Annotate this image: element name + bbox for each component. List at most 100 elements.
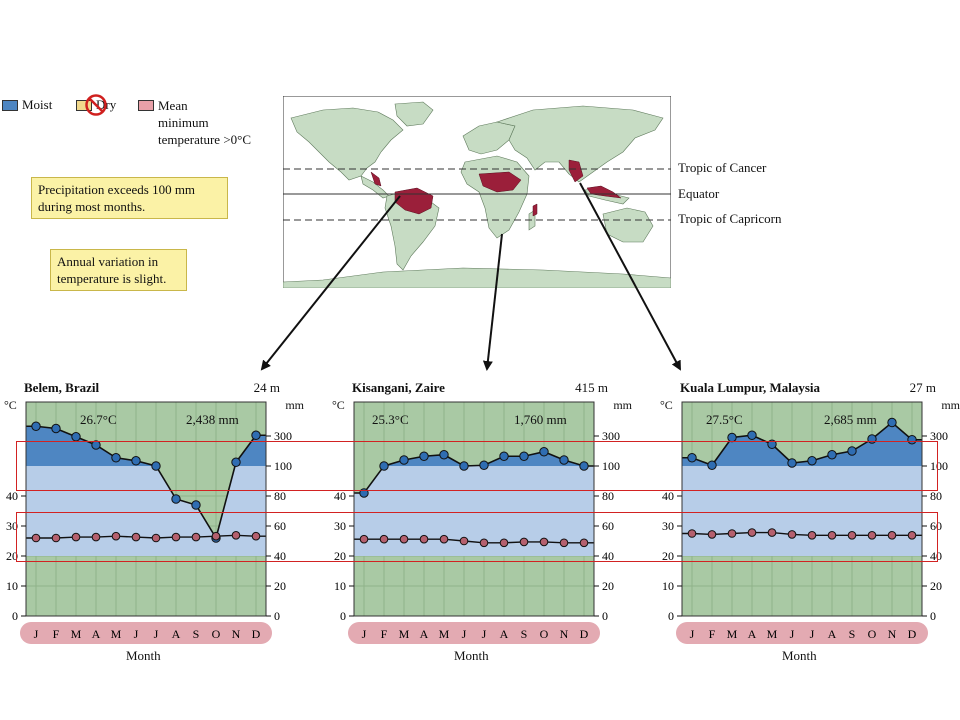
month-label: F xyxy=(381,627,388,641)
temperature-point xyxy=(359,534,369,544)
temperature-point xyxy=(479,538,489,548)
moist-swatch xyxy=(2,100,18,111)
precipitation-point xyxy=(251,430,261,440)
month-label: N xyxy=(232,627,241,641)
x-axis-title: Month xyxy=(454,648,489,663)
precipitation-point xyxy=(579,461,589,471)
precipitation-point xyxy=(399,455,409,465)
annual-precip-annotation: 1,760 mm xyxy=(514,412,567,427)
temperature-point xyxy=(91,532,101,542)
month-label: D xyxy=(252,627,261,641)
moist-area-light xyxy=(354,466,594,556)
precipitation-point xyxy=(191,500,201,510)
right-tick-label: 300 xyxy=(602,429,620,443)
tropic-cancer-label: Tropic of Cancer xyxy=(678,160,767,175)
precipitation-point xyxy=(747,430,757,440)
temperature-point xyxy=(231,531,241,540)
month-label: M xyxy=(71,627,82,641)
temperature-point xyxy=(151,533,161,543)
month-label: S xyxy=(193,627,200,641)
month-label: D xyxy=(580,627,589,641)
precipitation-point xyxy=(539,447,549,457)
legend-moist-label: Moist xyxy=(22,97,53,112)
precipitation-point xyxy=(71,432,81,442)
month-label: A xyxy=(828,627,837,641)
temperature-point xyxy=(747,528,757,537)
precipitation-point xyxy=(51,423,61,434)
temperature-point xyxy=(439,534,449,544)
dry-swatch xyxy=(76,100,92,111)
temperature-point xyxy=(399,534,409,544)
precipitation-note: Precipitation exceeds 100 mm during most… xyxy=(31,177,228,219)
right-axis-unit: mm xyxy=(941,398,960,412)
right-tick-label: 40 xyxy=(274,549,286,563)
precipitation-point xyxy=(91,440,101,450)
x-axis-title: Month xyxy=(126,648,161,663)
asia xyxy=(495,105,664,183)
x-axis-title: Month xyxy=(782,648,817,663)
temperature-point xyxy=(707,530,717,539)
precip-note-line2: during most months. xyxy=(38,199,146,214)
left-tick-label: 10 xyxy=(6,579,18,593)
precip-note-line1: Precipitation exceeds 100 mm xyxy=(38,182,196,197)
precipitation-point xyxy=(379,461,389,471)
precipitation-point xyxy=(827,450,837,460)
left-tick-label: 0 xyxy=(340,609,346,623)
plot-frame xyxy=(25,401,267,617)
annual-precip-annotation: 2,438 mm xyxy=(186,412,239,427)
right-tick-label: 0 xyxy=(930,609,936,623)
left-tick-label: 40 xyxy=(6,489,18,503)
precipitation-point xyxy=(887,417,897,428)
chart-title: Kuala Lumpur, Malaysia xyxy=(680,380,821,395)
precipitation-point xyxy=(847,446,857,456)
north-america xyxy=(290,107,404,181)
temperature-point xyxy=(539,537,549,547)
month-label: S xyxy=(521,627,528,641)
chart-title: Belem, Brazil xyxy=(24,380,100,395)
precipitation-point xyxy=(459,461,469,471)
left-tick-label: 0 xyxy=(12,609,18,623)
month-label: O xyxy=(212,627,221,641)
temperature-point xyxy=(419,534,429,544)
no-symbol-icon xyxy=(85,94,107,116)
chart-kuala-lumpur: 0 10 20 30 40 0 20 40 60 80 100 300 J F M A M J J A S O N D Kua… xyxy=(660,378,960,668)
month-label: F xyxy=(53,627,60,641)
month-label: A xyxy=(172,627,181,641)
left-tick-label: 30 xyxy=(6,519,18,533)
temperature-point xyxy=(827,531,837,540)
mean-min-swatch xyxy=(138,100,154,111)
chart-kisangani: 0 10 20 30 40 0 20 40 60 80 100 300 J F M A M J J A S O N D Kis… xyxy=(332,378,632,668)
temperature-highlight-box xyxy=(16,512,938,562)
temperature-point xyxy=(787,530,797,539)
left-tick-label: 10 xyxy=(662,579,674,593)
equator-label: Equator xyxy=(678,186,720,201)
temperature-point xyxy=(847,531,857,540)
month-label: J xyxy=(790,627,795,641)
left-tick-label: 10 xyxy=(334,579,346,593)
month-label: M xyxy=(727,627,738,641)
precipitation-point xyxy=(111,453,121,463)
right-tick-label: 80 xyxy=(930,489,942,503)
left-tick-label: 40 xyxy=(334,489,346,503)
left-tick-label: 30 xyxy=(334,519,346,533)
temperature-point xyxy=(499,538,509,548)
moist-area-light xyxy=(682,466,922,556)
month-label: A xyxy=(420,627,429,641)
right-axis-unit: mm xyxy=(613,398,632,412)
precipitation-point xyxy=(439,450,449,460)
right-tick-label: 60 xyxy=(274,519,286,533)
right-tick-label: 0 xyxy=(602,609,608,623)
right-tick-label: 20 xyxy=(274,579,286,593)
temperature-point xyxy=(687,529,697,538)
temperature-point xyxy=(867,531,877,540)
temperature-point xyxy=(131,532,141,542)
precipitation-point xyxy=(479,460,489,470)
precipitation-point xyxy=(707,460,717,470)
temperature-point xyxy=(379,534,389,544)
chart-elevation: 24 m xyxy=(253,380,280,395)
month-band xyxy=(348,622,600,644)
month-label: J xyxy=(690,627,695,641)
right-tick-label: 100 xyxy=(930,459,948,473)
